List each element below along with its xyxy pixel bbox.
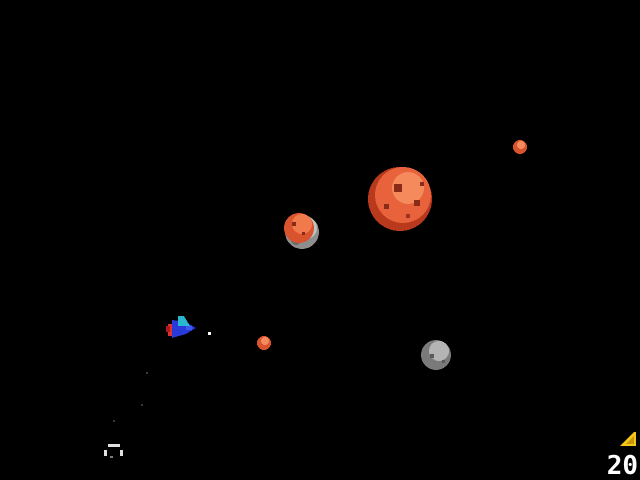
blue-ship-icon	[166, 316, 196, 338]
asteroid-medium-orange	[284, 213, 314, 243]
asteroid-small-orange-1	[513, 140, 527, 154]
asteroid-small-orange-2	[257, 336, 271, 350]
asteroid-small-gray	[421, 340, 451, 370]
bullet-icon	[208, 332, 211, 335]
score-counter: 20	[606, 451, 638, 480]
asteroid-large	[368, 167, 432, 231]
trail-dots	[113, 372, 148, 422]
yellow-ship-icon	[620, 432, 636, 446]
debris-icon	[104, 444, 123, 458]
